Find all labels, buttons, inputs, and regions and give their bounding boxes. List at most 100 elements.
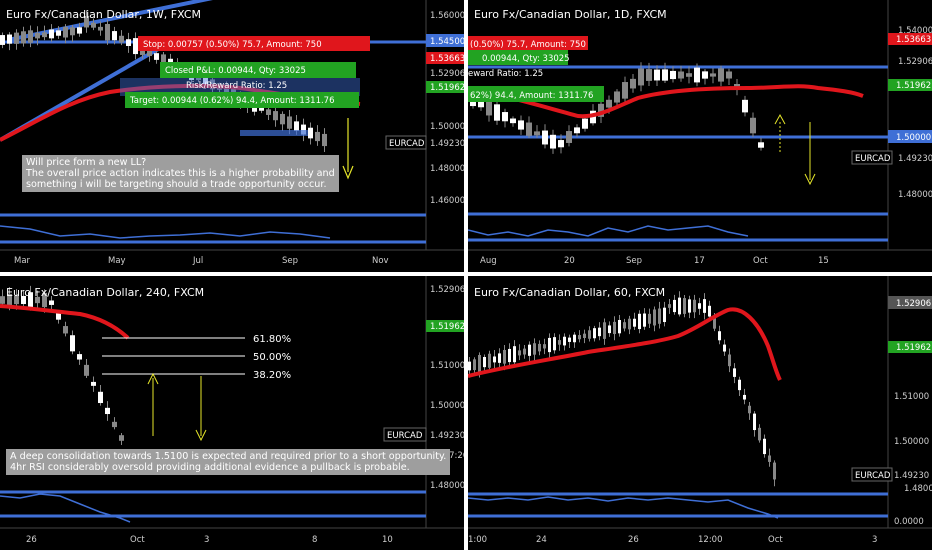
candle [728, 354, 731, 367]
candle [77, 27, 82, 34]
candle [713, 318, 716, 329]
candle [673, 299, 676, 313]
x-label: 12:00 [698, 535, 723, 545]
candle [768, 455, 771, 462]
analysis-note[interactable]: Will price form a new LL? The overall pr… [22, 155, 339, 192]
candle [84, 16, 89, 28]
horizontal-divider[interactable] [0, 272, 932, 276]
candle [308, 127, 313, 139]
candle [583, 333, 586, 339]
chart-pane-weekly[interactable]: Stop: 0.00757 (0.50%) 75.7, Amount: 750 … [0, 0, 464, 272]
y-label: 1.52906 [430, 69, 464, 79]
x-label: Oct [768, 535, 783, 545]
chart-pane-daily[interactable]: (0.50%) 75.7, Amount: 750 0.00944, Qty: … [468, 0, 932, 272]
candle [486, 101, 492, 116]
x-label: Jul [192, 256, 203, 266]
analysis-note[interactable]: A deep consolidation towards 1.5100 is e… [6, 449, 451, 475]
x-label: 3 [872, 535, 877, 545]
weekly-chart-svg[interactable]: Stop: 0.00757 (0.50%) 75.7, Amount: 750 … [0, 0, 464, 272]
candle [678, 297, 681, 315]
candle [502, 112, 508, 122]
x-label: Sep [282, 256, 298, 266]
candle [28, 292, 33, 308]
stop-label: (0.50%) 75.7, Amount: 750 [470, 40, 586, 50]
candle [668, 304, 671, 308]
candle [598, 103, 604, 117]
1h-chart-svg[interactable]: 1.52906 1.51962 1.51000 1.50000 EURCAD 1… [468, 276, 932, 550]
candle [133, 38, 138, 55]
candle [718, 68, 724, 82]
x-label: 10 [382, 535, 393, 545]
4h-chart-svg[interactable]: 61.80% 50.00% 38.20% 1.52906 1.51962 1.5… [0, 276, 464, 550]
symbol-badge: EURCAD [855, 154, 891, 164]
down-arrow[interactable] [804, 173, 816, 186]
candle [322, 133, 327, 147]
candle [224, 84, 229, 99]
down-arrow[interactable] [195, 429, 207, 442]
candle [119, 35, 124, 43]
candle [49, 29, 54, 39]
candle [273, 111, 278, 121]
up-arrow[interactable] [147, 372, 159, 385]
x-label: Mar [14, 256, 31, 266]
chart-pane-1h[interactable]: 1.52906 1.51962 1.51000 1.50000 EURCAD 1… [468, 276, 932, 550]
x-label: Sep [626, 256, 642, 266]
candle [161, 54, 166, 66]
candle [643, 313, 646, 327]
x-label: 3 [204, 535, 209, 545]
candle [126, 39, 131, 47]
up-arrow[interactable] [774, 113, 786, 125]
last-price-label: 1.49230 [430, 139, 464, 149]
risk-reward-label: Risk/Reward Ratio: 1.25 [186, 81, 287, 91]
candle [773, 462, 776, 480]
y-label: 1.54000 [898, 26, 932, 36]
fib-label: 50.00% [253, 352, 291, 363]
price-badge-level: 1.50000 [896, 133, 931, 143]
candle [710, 73, 716, 77]
fib-label: 38.20% [253, 370, 291, 381]
candle [91, 381, 96, 386]
candle [77, 354, 82, 360]
candle [646, 69, 652, 81]
candle [678, 71, 684, 79]
candle [630, 78, 636, 89]
x-label: May [108, 256, 126, 266]
stop-label-bg[interactable] [138, 36, 370, 51]
chart-pane-4h[interactable]: 61.80% 50.00% 38.20% 1.52906 1.51962 1.5… [0, 276, 464, 550]
symbol-badge: EURCAD [389, 139, 425, 149]
x-label: 17 [694, 256, 705, 266]
candle [49, 300, 54, 305]
risk-reward-label: eward Ratio: 1.25 [468, 69, 543, 79]
x-label: 26 [628, 535, 639, 545]
candle [588, 330, 591, 339]
y-label: 1.52906 [898, 57, 932, 67]
last-price-label: 1.49230 [894, 471, 929, 481]
candle [28, 30, 33, 43]
trend-line-upper[interactable] [7, 0, 242, 42]
candle [758, 142, 764, 148]
y-label: 1.56000 [430, 11, 464, 21]
price-badge-top: 1.54500 [430, 37, 464, 47]
price-badge-red: 1.53663 [896, 35, 931, 45]
candle [494, 104, 500, 121]
daily-chart-svg[interactable]: (0.50%) 75.7, Amount: 750 0.00944, Qty: … [468, 0, 932, 272]
rsi-line [0, 225, 331, 239]
candle [663, 307, 666, 323]
y-label: 1.50000 [430, 401, 464, 411]
y-label: 1.50000 [894, 437, 929, 447]
target-label-bg[interactable] [125, 92, 359, 108]
candle [686, 73, 692, 77]
candle [633, 318, 636, 327]
candle [488, 353, 491, 368]
candle [638, 313, 641, 330]
trade-zone-box[interactable] [120, 78, 360, 96]
candle [608, 325, 611, 334]
y-label: 1.50000 [430, 122, 464, 132]
closed-pl-bg[interactable] [160, 62, 356, 78]
candle [708, 305, 711, 317]
candle [154, 53, 159, 60]
down-arrow[interactable] [342, 165, 354, 180]
candle [7, 34, 12, 44]
candle [763, 438, 766, 455]
candle [98, 391, 103, 404]
